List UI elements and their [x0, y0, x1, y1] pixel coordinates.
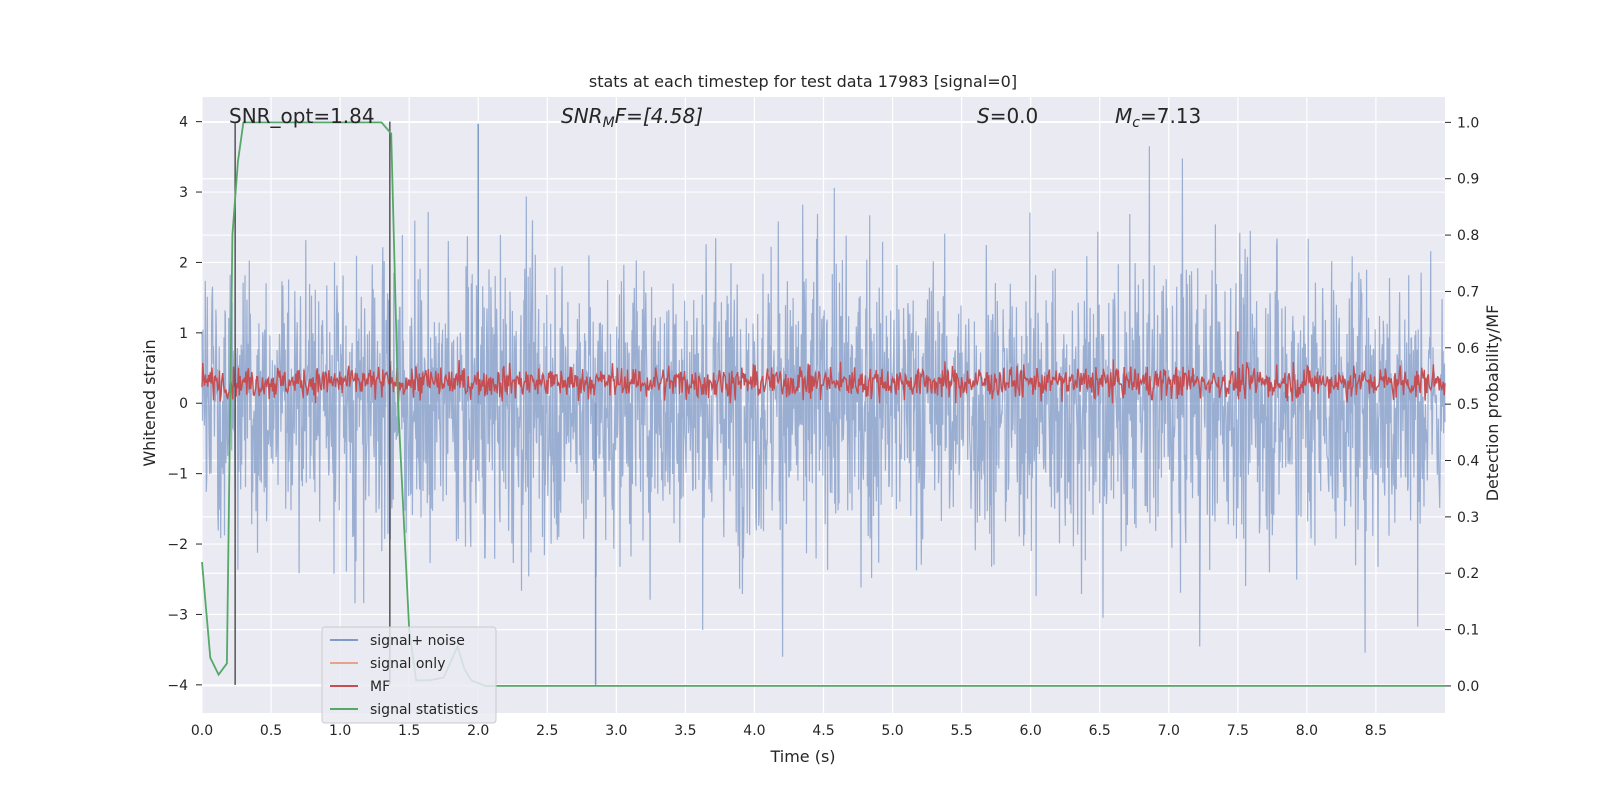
tick-labels: 0.0 0.5 1.0 1.5 2.0 2.5 3.0 3.5 4.0 4.5 5.0 5.5 6.0 6… — [167, 115, 1479, 739]
x-tick-label: 0.0 — [191, 723, 213, 739]
y-tick-label: 1 — [179, 326, 188, 342]
x-tick-label: 2.5 — [536, 723, 558, 739]
legend-label-mf: MF — [370, 679, 390, 695]
signal-noise-line — [201, 146, 1446, 657]
x-tick-label: 8.0 — [1296, 723, 1318, 739]
y-tick-label: 4 — [179, 115, 188, 131]
x-tick-label: 3.5 — [674, 723, 696, 739]
legend-box — [321, 626, 497, 724]
x-tick-label: 6.0 — [1020, 723, 1042, 739]
series-mf — [201, 331, 1446, 404]
annotation-snr-mf: SNRMF=[4.58] — [561, 104, 703, 131]
y-right-tick-label: 0.9 — [1457, 172, 1479, 188]
x-tick-label: 4.0 — [743, 723, 765, 739]
y-right-tick-label: 0.1 — [1457, 623, 1479, 639]
annotation-snr-mf-subscript: M — [603, 115, 615, 131]
y-right-tick-label: 0.6 — [1457, 341, 1479, 357]
x-tick-label: 7.5 — [1227, 723, 1249, 739]
y-tick-label: −2 — [167, 537, 188, 553]
annotation-s: S=0.0 — [977, 104, 1038, 128]
y-tick-label: −3 — [167, 607, 188, 623]
annotation-snr-opt: SNR_opt=1.84 — [229, 104, 375, 128]
y-tick-label: 3 — [179, 185, 188, 201]
annotation-s-symbol: S — [977, 104, 990, 128]
annotation-snr-mf-value: F=[4.58] — [615, 104, 703, 128]
y-right-tick-label: 0.8 — [1457, 228, 1479, 244]
y-axis-label-right: Detection probability/MF — [1483, 305, 1502, 502]
x-tick-label: 1.5 — [398, 723, 420, 739]
y-tick-label: 2 — [179, 255, 188, 271]
annotation-mc-symbol: M — [1115, 104, 1132, 128]
x-tick-label: 4.5 — [812, 723, 834, 739]
y-right-tick-label: 0.2 — [1457, 566, 1479, 582]
y-right-tick-label: 0.4 — [1457, 454, 1479, 470]
y-axis-label: Whitened strain — [140, 339, 159, 466]
series-signal-noise — [201, 123, 1446, 685]
x-tick-label: 8.5 — [1365, 723, 1387, 739]
legend: signal+ noise signal only MF signal stat… — [321, 626, 497, 724]
legend-label-signal-noise: signal+ noise — [370, 633, 465, 649]
x-tick-label: 6.5 — [1089, 723, 1111, 739]
annotation-mc: Mc=7.13 — [1115, 104, 1201, 131]
annotation-mc-value: =7.13 — [1140, 104, 1201, 128]
x-tick-label: 1.0 — [329, 723, 351, 739]
x-tick-label: 0.5 — [260, 723, 282, 739]
y-right-tick-label: 0.7 — [1457, 284, 1479, 300]
x-tick-label: 5.0 — [881, 723, 903, 739]
y-tick-label: −4 — [167, 678, 188, 694]
x-tick-label: 3.0 — [605, 723, 627, 739]
x-tick-label: 2.0 — [467, 723, 489, 739]
y-right-tick-label: 0.5 — [1457, 397, 1479, 413]
annotation-mc-subscript: c — [1132, 115, 1140, 131]
marker-lines — [234, 121, 391, 685]
legend-label-signal-statistics: signal statistics — [370, 702, 478, 718]
y-right-tick-label: 0.0 — [1457, 679, 1479, 695]
legend-label-signal-only: signal only — [370, 656, 445, 672]
y-right-tick-label: 1.0 — [1457, 115, 1479, 131]
x-axis-label: Time (s) — [769, 747, 835, 766]
x-tick-label: 7.0 — [1158, 723, 1180, 739]
y-tick-label: 0 — [179, 396, 188, 412]
annotation-snr-mf-symbol: SNR — [561, 104, 603, 128]
annotation-s-value: =0.0 — [990, 104, 1039, 128]
x-tick-label: 5.5 — [950, 723, 972, 739]
y-right-tick-label: 0.3 — [1457, 510, 1479, 526]
chart-title: stats at each timestep for test data 179… — [589, 72, 1017, 91]
y-tick-label: −1 — [167, 467, 188, 483]
